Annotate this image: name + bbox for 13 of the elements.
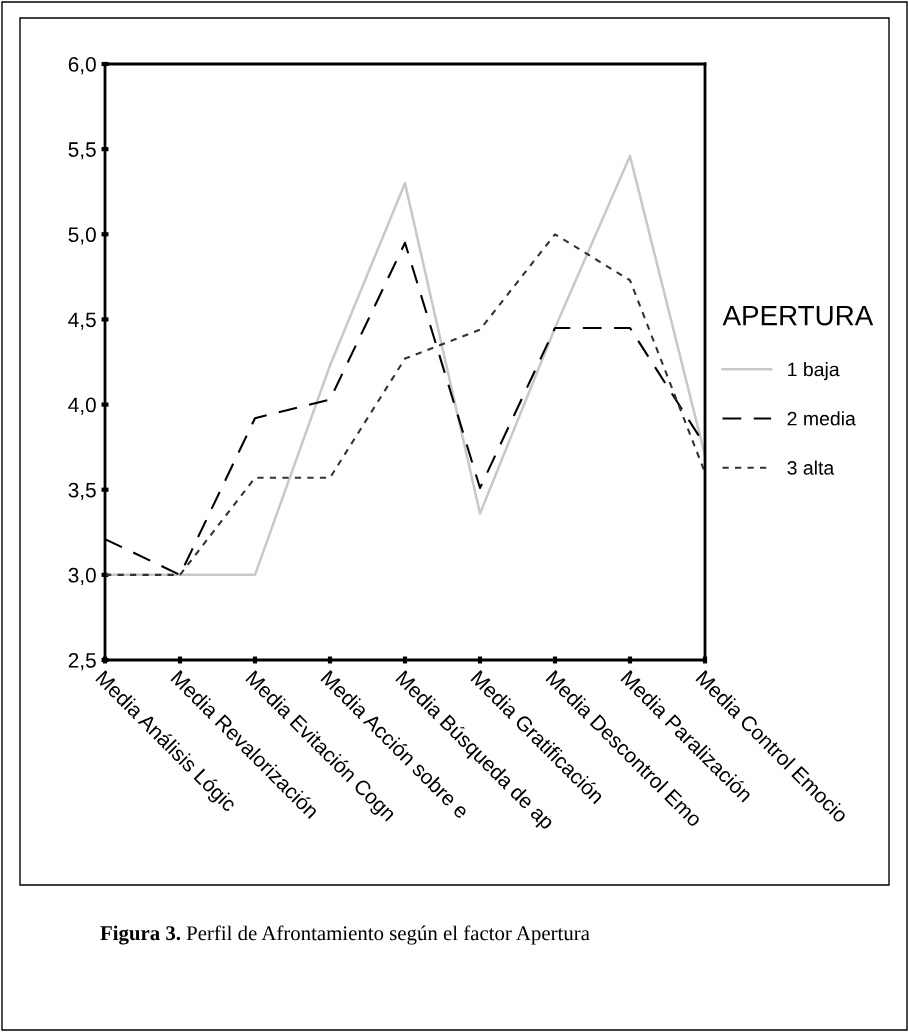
y-tick-label: 3,5 [68,482,96,500]
y-tick-label: 4,0 [68,397,96,415]
y-tick-label: 4,5 [68,312,96,330]
legend-label: 3 alta [787,460,835,475]
y-tick-label: 6,0 [68,57,96,75]
y-tick-label: 5,5 [68,142,96,160]
legend-label: 2 media [787,411,856,426]
y-tick-label: 3,0 [68,567,96,586]
legend-title: APERTURA [722,306,874,326]
text: Figura 3. Perfil de Afrontamiento según el factor Apertura [100,925,590,945]
legend-label: 1 baja [788,362,840,381]
y-tick-label: 2,5 [68,653,96,671]
y-tick-label: 5,0 [68,227,96,245]
